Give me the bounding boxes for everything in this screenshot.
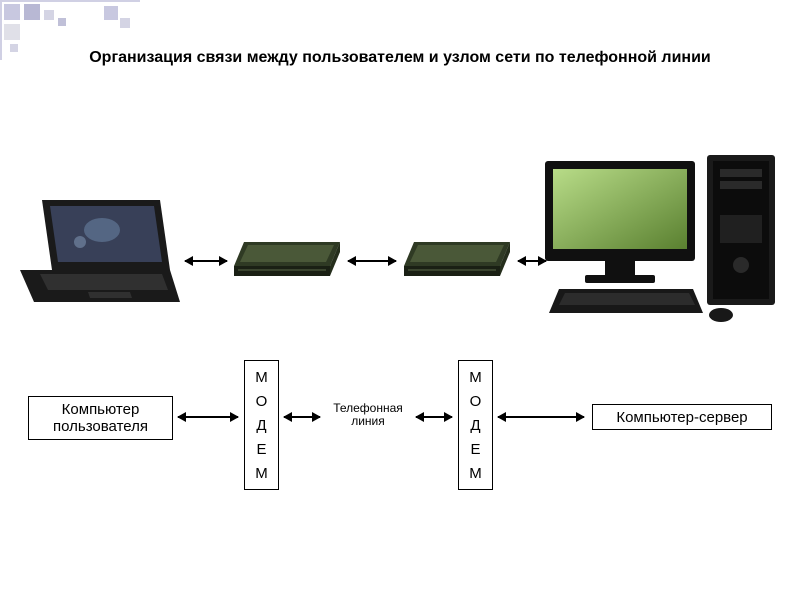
arrow-icon (178, 416, 238, 418)
arrow-icon (348, 260, 396, 262)
phone-line-label: Телефонная линия (318, 402, 418, 428)
devices-row (0, 200, 800, 340)
arrow-icon (498, 416, 584, 418)
arrow-icon (284, 416, 320, 418)
labels-row: Компьютер пользователя М О Д Е М Телефон… (0, 360, 800, 520)
user-box-line1: Компьютер (62, 401, 140, 418)
modem2-box: М О Д Е М (458, 360, 493, 490)
arrow-icon (416, 416, 452, 418)
server-box: Компьютер-сервер (592, 404, 772, 430)
arrow-icon (185, 260, 227, 262)
user-computer-box: Компьютер пользователя (28, 396, 173, 440)
desktop-icon (535, 155, 780, 325)
laptop-icon (20, 200, 180, 310)
modem1-icon (232, 242, 342, 282)
modem1-box: М О Д Е М (244, 360, 279, 490)
page-title: Организация связи между пользователем и … (60, 48, 740, 69)
server-box-label: Компьютер-сервер (616, 410, 747, 427)
modem2-icon (402, 242, 512, 282)
user-box-line2: пользователя (53, 418, 148, 435)
